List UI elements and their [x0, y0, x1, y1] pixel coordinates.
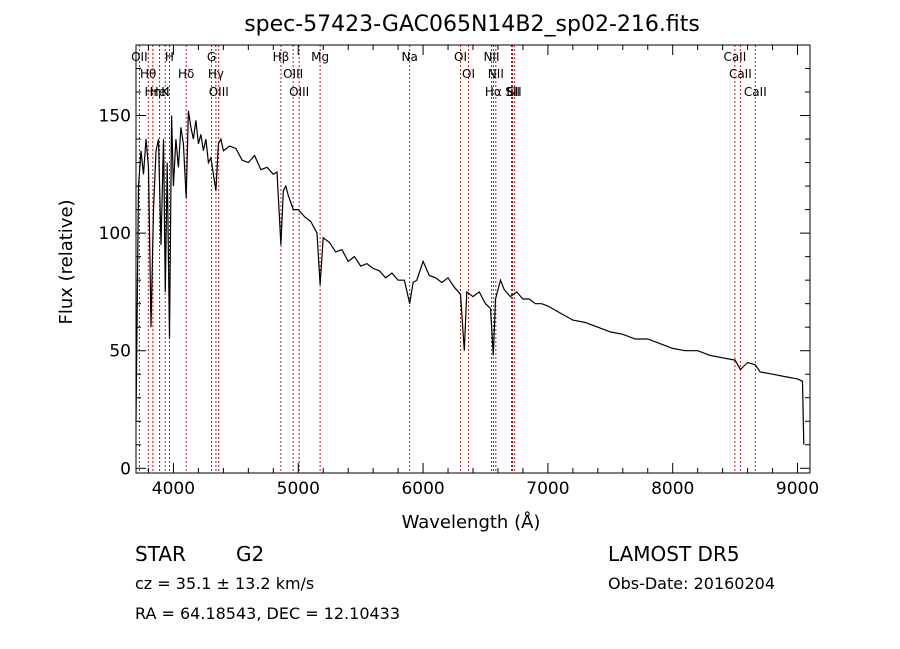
line-mark-label-7: G [207, 50, 216, 64]
y-tick-label: 0 [120, 459, 131, 479]
observation-date: Obs-Date: 20160204 [608, 574, 776, 593]
line-mark-label-6: Hδ [178, 67, 194, 81]
line-mark-label-1: Hθ [140, 67, 156, 81]
x-tick-label: 6000 [401, 479, 444, 499]
survey-name: LAMOST DR5 [608, 542, 740, 566]
plot-frame [135, 44, 811, 474]
line-mark-label-16: OI [462, 67, 475, 81]
line-mark-label-14: Na [402, 50, 418, 64]
line-mark-label-2: Hη [145, 85, 162, 99]
line-mark-label-3: HeI [150, 85, 170, 99]
line-mark-label-20: Li [506, 85, 516, 99]
spectrum-line [135, 110, 805, 445]
line-mark-label-22: SII [507, 85, 522, 99]
x-tick-label: 7000 [526, 479, 569, 499]
y-tick-label: 150 [99, 107, 131, 127]
line-mark-label-18: Hα [485, 85, 502, 99]
line-mark-label-24: CaII [729, 67, 752, 81]
coordinates: RA = 64.18543, DEC = 12.10433 [135, 604, 401, 623]
line-mark-label-5: H [165, 50, 174, 64]
line-mark-label-13: Mg [311, 50, 329, 64]
x-tick-label: 8000 [651, 479, 694, 499]
x-axis-ticks: 4000 5000 6000 7000 8000 9000 [147, 45, 819, 499]
y-tick-label: 50 [109, 342, 131, 362]
line-mark-label-15: OI [454, 50, 467, 64]
line-mark-label-8: Hγ [208, 67, 224, 81]
redshift-velocity: cz = 35.1 ± 13.2 km/s [135, 574, 315, 593]
y-axis-ticks: 0 50 100 150 [99, 68, 810, 479]
line-mark-label-17: NII [483, 50, 499, 64]
line-mark-label-19: NII [488, 67, 504, 81]
line-mark-label-9: OIII [209, 85, 229, 99]
line-mark-label-25: CaII [744, 85, 767, 99]
line-mark-label-0: OII [131, 50, 148, 64]
object-class: STAR [135, 542, 186, 566]
line-mark-label-4: K [161, 85, 170, 99]
line-mark-label-11: OIII [283, 67, 303, 81]
object-subclass: G2 [236, 542, 265, 566]
line-mark-label-23: CaII [723, 50, 746, 64]
x-tick-label: 4000 [152, 479, 195, 499]
x-tick-label: 9000 [776, 479, 819, 499]
y-axis-label: Flux (relative) [56, 199, 77, 324]
chart-title: spec-57423-GAC065N14B2_sp02-216.fits [244, 12, 700, 37]
y-tick-label: 100 [99, 224, 131, 244]
x-axis-label: Wavelength (Å) [402, 511, 541, 533]
line-mark-label-12: OIII [289, 85, 309, 99]
x-tick-label: 5000 [277, 479, 320, 499]
line-mark-label-10: Hβ [273, 50, 290, 64]
line-mark-label-21: SII [505, 85, 520, 99]
